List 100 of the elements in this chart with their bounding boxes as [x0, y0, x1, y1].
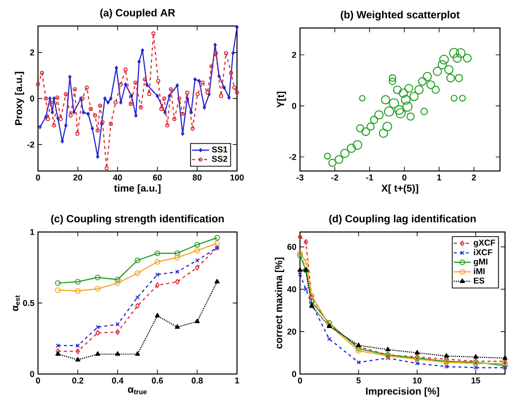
point	[415, 361, 420, 366]
point	[174, 254, 180, 260]
legend-label: SS2	[212, 156, 228, 162]
point	[444, 353, 449, 358]
point	[84, 86, 89, 90]
point	[155, 282, 160, 288]
point	[140, 48, 144, 52]
point	[177, 96, 182, 101]
x-tick-label: 100	[230, 174, 244, 181]
point	[190, 126, 195, 131]
point	[145, 82, 148, 87]
point	[115, 322, 120, 326]
point	[94, 274, 101, 280]
x-tick-label: 1	[437, 174, 442, 180]
point	[56, 343, 60, 348]
point	[198, 78, 201, 84]
point	[502, 355, 508, 360]
point	[162, 96, 166, 101]
legend-label: gXCF	[474, 240, 496, 248]
x-tick-label: 0.6	[152, 378, 163, 384]
point	[108, 122, 113, 126]
x-tick-label: 0	[298, 378, 302, 384]
point	[114, 280, 120, 286]
y-axis-title: Y[t]	[276, 92, 286, 108]
point	[186, 96, 189, 101]
point	[137, 60, 141, 64]
point	[356, 360, 361, 364]
point	[185, 90, 190, 95]
point	[194, 264, 200, 270]
legend-label: SS1	[212, 146, 228, 152]
point	[55, 351, 60, 356]
point	[88, 107, 93, 112]
x-tick-label: 5	[356, 378, 361, 384]
point	[232, 86, 236, 90]
point	[106, 100, 110, 104]
x-tick-label: -2	[331, 174, 338, 180]
point	[154, 258, 160, 265]
point	[175, 270, 180, 274]
point	[90, 126, 94, 130]
point	[128, 102, 133, 106]
point	[64, 123, 68, 128]
point	[180, 112, 185, 116]
chart-title: (a) Coupled AR	[100, 8, 176, 18]
point	[222, 86, 226, 90]
chart-title: (d) Coupling lag identification	[329, 214, 476, 224]
point	[138, 105, 143, 110]
point	[109, 96, 112, 101]
point	[75, 356, 80, 362]
point	[134, 270, 140, 276]
point	[64, 92, 68, 96]
point	[444, 364, 449, 369]
x-tick-label: 40	[113, 174, 122, 181]
y-tick-label: 1	[30, 229, 34, 235]
point	[195, 258, 200, 263]
point	[46, 116, 50, 122]
point	[172, 116, 176, 122]
point	[174, 324, 180, 329]
point	[134, 351, 140, 356]
point	[303, 258, 309, 265]
point	[181, 132, 184, 136]
x-tick-label: 15	[472, 378, 480, 384]
y-tick-label: -2	[289, 154, 296, 160]
x-axis-title: α$_{true}$	[128, 387, 147, 394]
point	[124, 67, 128, 72]
legend-label: iMI	[474, 268, 485, 274]
point	[474, 366, 478, 370]
point	[72, 110, 76, 114]
x-tick-label: 0.4	[112, 378, 124, 384]
point	[224, 51, 228, 56]
point	[135, 303, 140, 309]
point	[98, 104, 102, 108]
point	[194, 242, 200, 248]
point	[114, 100, 118, 104]
point	[147, 92, 152, 96]
x-tick-label: 60	[153, 174, 162, 181]
point	[168, 87, 173, 92]
point	[386, 356, 390, 360]
point	[151, 31, 156, 36]
y-tick-label: 0	[30, 371, 34, 377]
point	[76, 343, 80, 348]
point	[130, 94, 134, 98]
point	[118, 82, 123, 87]
x-tick-label: 2	[472, 174, 476, 180]
chart-title: (c) Coupling strength identification	[51, 214, 224, 224]
point	[308, 299, 315, 305]
y-axis-title: Proxy [a.u.]	[14, 72, 24, 125]
x-tick-label: 1	[235, 378, 240, 384]
point	[327, 336, 332, 342]
point	[231, 51, 235, 56]
point	[94, 286, 101, 292]
point	[228, 70, 234, 75]
point	[154, 312, 160, 318]
point	[40, 70, 44, 75]
point	[174, 250, 180, 256]
point	[115, 351, 120, 356]
point	[502, 366, 508, 370]
point	[36, 82, 40, 87]
point	[196, 92, 200, 96]
point	[95, 351, 100, 356]
point	[304, 287, 308, 292]
